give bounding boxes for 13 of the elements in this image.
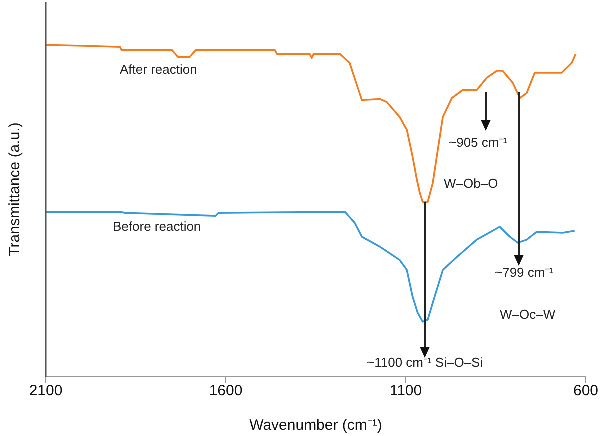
annotation: W–Oc–W	[500, 307, 556, 322]
x-axis-title: Wavenumber (cm⁻¹)	[250, 417, 382, 434]
annotation: ~1100 cm⁻¹ Si–O–Si	[367, 355, 484, 370]
x-tick-label: 1600	[209, 382, 243, 400]
annotation: W–Ob–O	[444, 176, 498, 191]
x-tick-label: 2100	[29, 382, 63, 400]
annotation: ~799 cm⁻¹	[495, 265, 554, 280]
annotation: ~905 cm⁻¹	[449, 135, 508, 150]
x-tick-label: 600	[573, 382, 599, 400]
x-tick-label: 1100	[390, 382, 422, 400]
y-axis-title: Transmittance (a.u.)	[6, 122, 24, 256]
series-label: After reaction	[120, 62, 198, 77]
series-label: Before reaction	[113, 219, 202, 234]
